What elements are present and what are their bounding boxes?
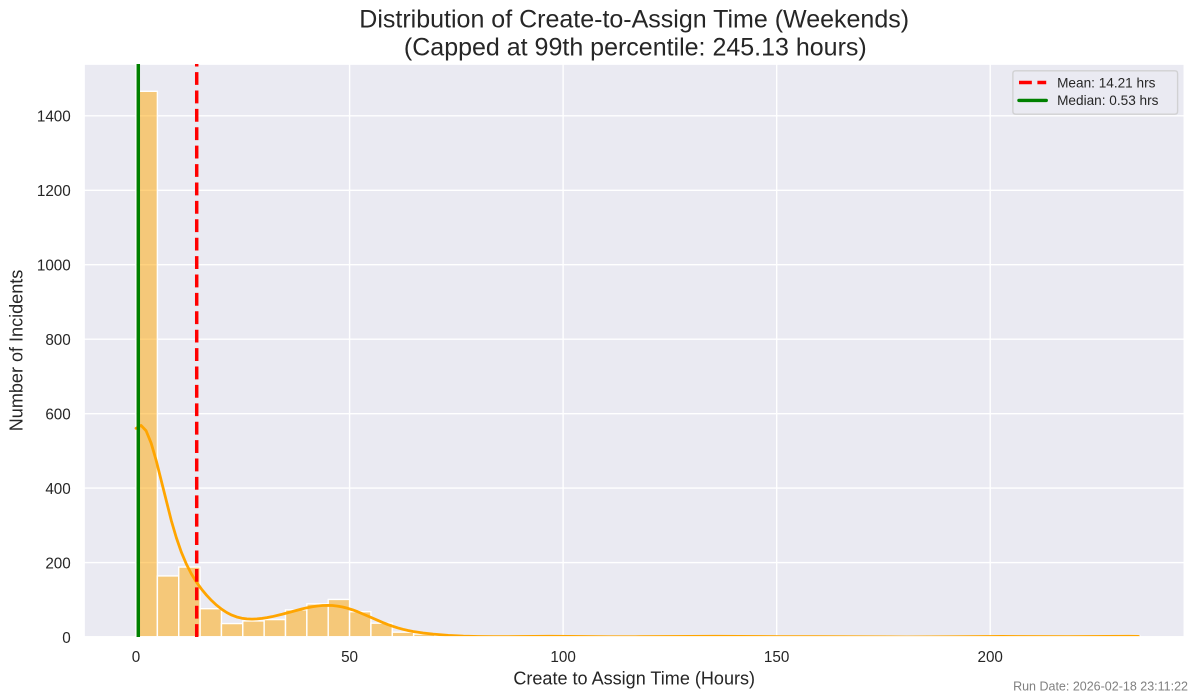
svg-text:1200: 1200 [37, 183, 71, 200]
svg-text:Run Date: 2026-02-18 23:11:22: Run Date: 2026-02-18 23:11:22 [1013, 679, 1188, 693]
svg-text:1400: 1400 [37, 109, 71, 126]
svg-text:Create to Assign Time (Hours): Create to Assign Time (Hours) [513, 668, 755, 688]
svg-text:Median: 0.53 hrs: Median: 0.53 hrs [1057, 93, 1159, 108]
svg-text:100: 100 [550, 649, 575, 666]
svg-text:200: 200 [45, 555, 70, 572]
svg-text:800: 800 [45, 332, 70, 349]
svg-text:0: 0 [62, 630, 71, 647]
svg-text:1000: 1000 [37, 258, 71, 275]
svg-text:600: 600 [45, 406, 70, 423]
svg-text:Number of Incidents: Number of Incidents [7, 270, 27, 432]
svg-text:150: 150 [764, 649, 789, 666]
svg-text:0: 0 [132, 649, 141, 666]
svg-text:200: 200 [977, 649, 1002, 666]
svg-text:50: 50 [341, 649, 358, 666]
svg-text:400: 400 [45, 481, 70, 498]
svg-text:Distribution of Create-to-Assi: Distribution of Create-to-Assign Time (W… [359, 6, 909, 34]
svg-text:(Capped at 99th percentile: 24: (Capped at 99th percentile: 245.13 hours… [404, 34, 867, 62]
svg-text:Mean: 14.21 hrs: Mean: 14.21 hrs [1057, 75, 1156, 90]
